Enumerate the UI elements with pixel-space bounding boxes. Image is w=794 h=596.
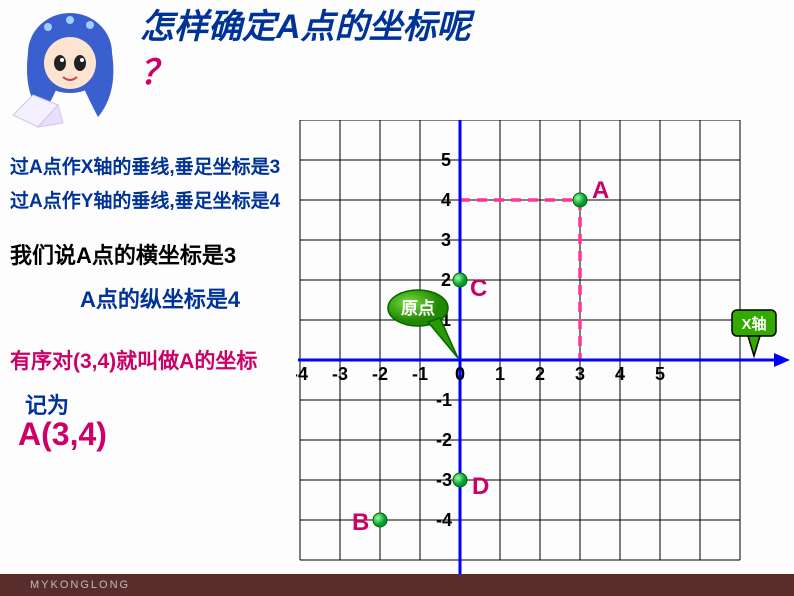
- footer-bar: MYKONGLONG: [0, 574, 794, 596]
- x-tick-label: 3: [575, 364, 585, 384]
- y-tick-label: -1: [436, 390, 452, 410]
- page-title: 怎样确定A点的坐标呢 ？: [140, 5, 471, 97]
- y-tick-label: 3: [441, 230, 451, 250]
- x-tick-label: 0: [455, 364, 465, 384]
- point-A: [573, 193, 587, 207]
- title-main: 怎样确定A点的坐标呢: [140, 8, 471, 46]
- title-question-mark: ？: [140, 54, 174, 92]
- y-tick-label: 5: [441, 150, 451, 170]
- avatar-cartoon: [8, 5, 128, 130]
- footer-text: MYKONGLONG: [30, 579, 130, 591]
- y-tick-label: -3: [436, 470, 452, 490]
- y-tick-label: -2: [436, 430, 452, 450]
- text-line-1: 过A点作X轴的垂线,垂足坐标是3: [10, 152, 280, 179]
- x-tick-label: -1: [412, 364, 428, 384]
- text-line-7: A(3,4): [18, 416, 107, 453]
- point-label-D: D: [472, 473, 489, 500]
- y-tick-label: -4: [436, 510, 452, 530]
- x-tick-label: -2: [372, 364, 388, 384]
- x-tick-label: 1: [495, 364, 505, 384]
- point-B: [373, 513, 387, 527]
- text-line-5: 有序对(3,4)就叫做A的坐标: [10, 345, 257, 375]
- point-D: [453, 473, 467, 487]
- x-tick-label: -4: [296, 364, 308, 384]
- point-C: [453, 273, 467, 287]
- point-label-C: C: [470, 275, 487, 302]
- x-axis-callout-text: X轴: [741, 315, 766, 333]
- coordinate-chart: -4-3-2-101234512345-1-2-3-4ABCDY轴X轴原点: [296, 120, 794, 575]
- point-label-A: A: [592, 177, 609, 204]
- x-tick-label: 5: [655, 364, 665, 384]
- x-tick-label: -3: [332, 364, 348, 384]
- text-line-2: 过A点作Y轴的垂线,垂足坐标是4: [10, 186, 280, 213]
- y-tick-label: 2: [441, 270, 451, 290]
- text-line-3: 我们说A点的横坐标是3: [10, 238, 236, 270]
- x-tick-label: 2: [535, 364, 545, 384]
- x-tick-label: 4: [615, 364, 625, 384]
- text-line-4: A点的纵坐标是4: [80, 282, 240, 314]
- y-tick-label: 4: [441, 190, 451, 210]
- origin-callout-text: 原点: [401, 298, 435, 318]
- origin-callout-tail: [428, 318, 458, 358]
- x-axis-arrow: [774, 353, 790, 367]
- point-label-B: B: [352, 509, 369, 536]
- x-axis-callout-tail: [748, 336, 760, 356]
